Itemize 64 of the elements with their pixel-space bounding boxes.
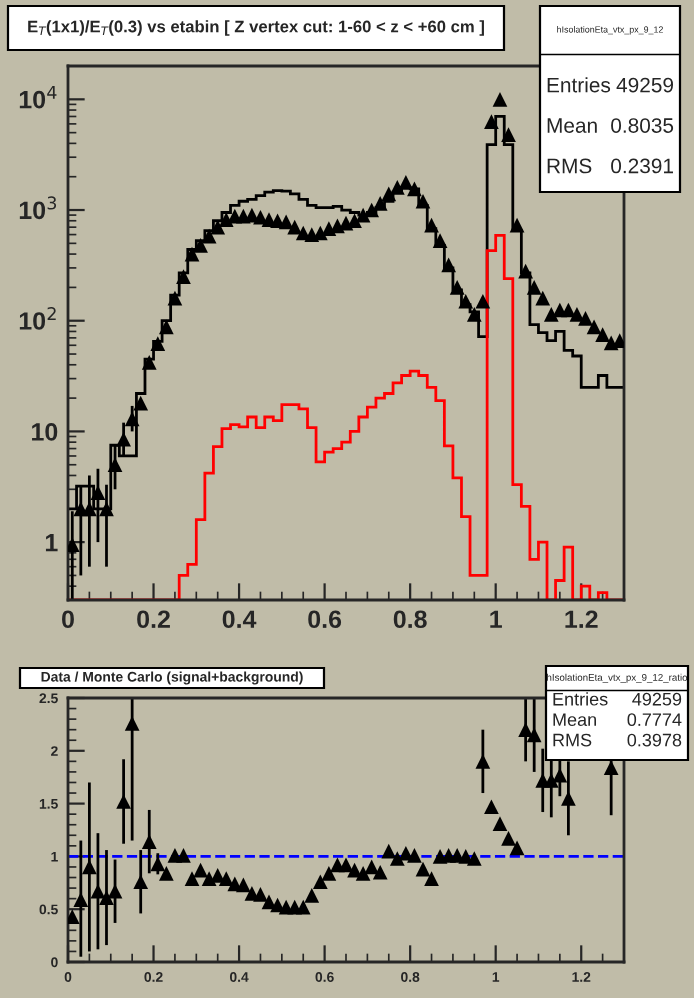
point — [466, 851, 482, 866]
point — [321, 865, 337, 881]
x-tick-label: 1.2 — [565, 610, 598, 628]
point — [364, 859, 380, 875]
point — [218, 871, 234, 886]
x-tick-label: 0.4 — [222, 610, 257, 629]
annotation: RMS — [547, 158, 592, 174]
point — [73, 892, 89, 908]
point — [312, 874, 328, 890]
point — [236, 877, 251, 893]
text: 0.3978 — [627, 733, 682, 747]
point — [304, 888, 320, 903]
point — [338, 857, 354, 873]
x-tick-label: 0.2 — [137, 610, 170, 629]
point — [184, 871, 200, 886]
point — [484, 799, 499, 815]
point — [82, 859, 97, 875]
x-tick-label: 0.6 — [308, 610, 342, 629]
point — [518, 722, 533, 738]
point — [381, 843, 397, 859]
y-tick-label: 10 — [32, 423, 58, 441]
point — [552, 767, 568, 783]
y-tick-label: 1 — [45, 533, 58, 552]
annotation: Mean — [547, 118, 597, 133]
point — [99, 890, 114, 905]
y-tick-label: 10$^{3}$ — [19, 196, 57, 220]
point — [253, 887, 268, 902]
point — [509, 840, 525, 856]
annotation: Entries — [553, 692, 608, 706]
y-tick-label: 10$^{2}$ — [19, 307, 56, 330]
annotation: 0.2391 — [611, 158, 673, 174]
point — [193, 862, 208, 878]
annotation: 49259 — [616, 77, 674, 93]
point — [176, 848, 191, 863]
annotation: RMS — [553, 733, 592, 747]
point — [543, 773, 559, 788]
annotation: Mean — [553, 713, 596, 727]
point — [116, 794, 131, 809]
point — [124, 716, 140, 731]
point — [475, 754, 491, 769]
point — [295, 899, 311, 915]
point — [407, 848, 422, 863]
annotation: 0.8035 — [611, 118, 674, 133]
point — [133, 874, 149, 890]
chart-title: E$_{T}$(1x1)/E$_{T}$(0.3) vs etabin [ Z vertex cut: 1-60 < z < +60 cm ] — [28, 20, 484, 36]
point — [389, 851, 405, 866]
point — [372, 864, 388, 880]
point — [603, 760, 619, 776]
point — [526, 727, 542, 743]
point — [424, 871, 439, 886]
point — [561, 790, 576, 806]
point — [415, 861, 431, 877]
point — [159, 865, 174, 881]
x-tick-label: 0.8 — [393, 610, 427, 629]
y-tick-label: 10$^{4}$ — [19, 85, 57, 109]
annotation: Entries — [547, 77, 611, 93]
point — [150, 856, 166, 872]
point — [492, 816, 508, 832]
point — [141, 834, 157, 849]
x-tick-label: 1 — [490, 610, 502, 628]
point — [501, 831, 516, 846]
point — [355, 865, 371, 881]
text: 0.7774 — [627, 713, 682, 727]
text: 49259 — [632, 692, 682, 706]
